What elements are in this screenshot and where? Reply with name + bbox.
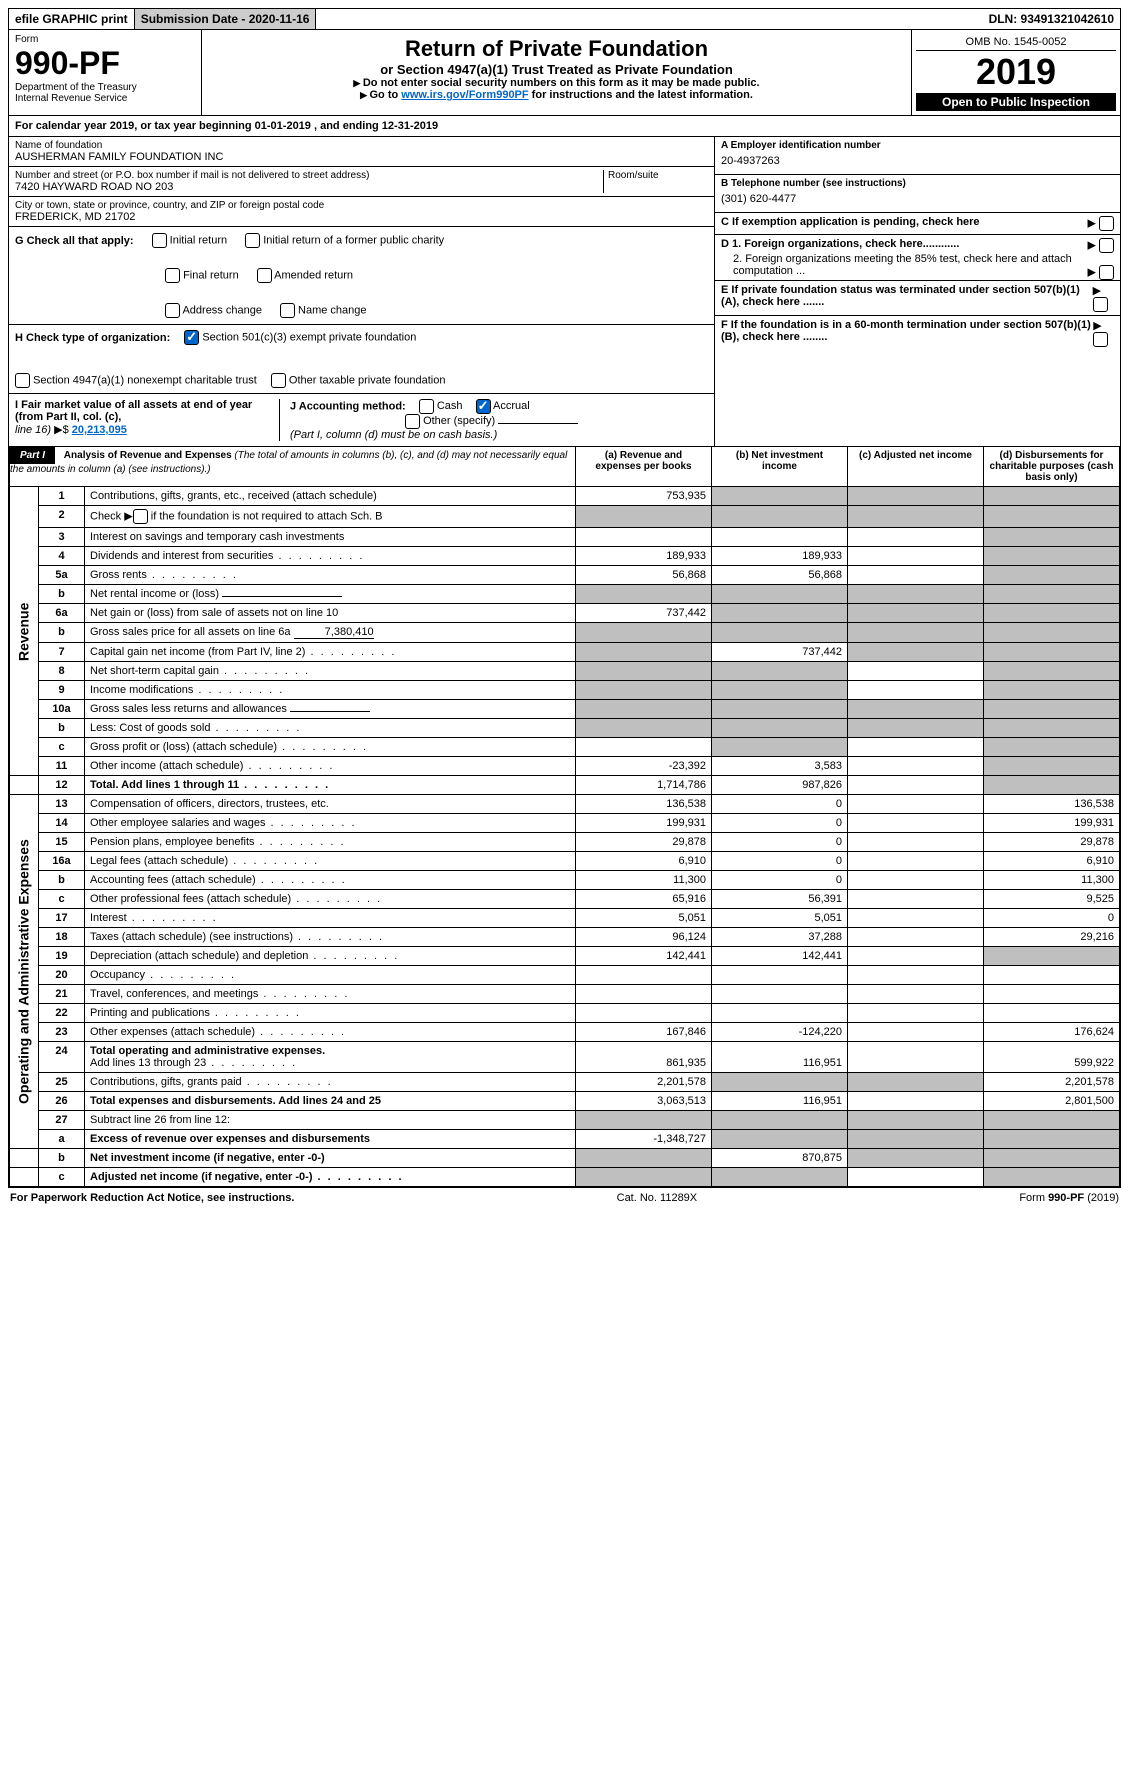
- col-a: (a) Revenue and expenses per books: [576, 447, 712, 487]
- part1-label: Part I: [10, 447, 55, 464]
- chk-initial[interactable]: [152, 233, 167, 248]
- d1-label: D 1. Foreign organizations, check here..…: [721, 238, 959, 250]
- col-c: (c) Adjusted net income: [848, 447, 984, 487]
- j-label: J Accounting method:: [290, 400, 406, 412]
- top-bar: efile GRAPHIC print Submission Date - 20…: [9, 9, 1120, 30]
- efile-label[interactable]: efile GRAPHIC print: [9, 9, 135, 29]
- d2-label: 2. Foreign organizations meeting the 85%…: [733, 253, 1072, 277]
- h-checkboxes: H Check type of organization: Section 50…: [9, 324, 714, 393]
- chk-other-tax[interactable]: [271, 373, 286, 388]
- chk-amended[interactable]: [257, 268, 272, 283]
- note-ssn: Do not enter social security numbers on …: [208, 77, 905, 89]
- city-state-zip: FREDERICK, MD 21702: [15, 211, 708, 223]
- chk-cash[interactable]: [419, 399, 434, 414]
- tax-year: 2019: [916, 51, 1116, 93]
- chk-d1[interactable]: [1099, 238, 1114, 253]
- addr-label: Number and street (or P.O. box number if…: [15, 170, 603, 181]
- chk-schb[interactable]: [133, 509, 148, 524]
- chk-501c3[interactable]: [184, 330, 199, 345]
- form-number: 990-PF: [15, 45, 195, 82]
- ein-value: 20-4937263: [721, 151, 1114, 171]
- irs: Internal Revenue Service: [15, 93, 195, 104]
- paperwork-notice: For Paperwork Reduction Act Notice, see …: [10, 1192, 294, 1204]
- room-label: Room/suite: [608, 170, 708, 181]
- chk-other-acct[interactable]: [405, 414, 420, 429]
- cat-no: Cat. No. 11289X: [617, 1192, 698, 1204]
- form-title: Return of Private Foundation: [208, 36, 905, 62]
- col-b: (b) Net investment income: [712, 447, 848, 487]
- c-label: C If exemption application is pending, c…: [721, 216, 980, 228]
- col-d: (d) Disbursements for charitable purpose…: [984, 447, 1120, 487]
- i-j-row: I Fair market value of all assets at end…: [9, 393, 714, 446]
- part1-title: Analysis of Revenue and Expenses: [64, 450, 232, 461]
- chk-final[interactable]: [165, 268, 180, 283]
- phone-label: B Telephone number (see instructions): [721, 178, 1114, 189]
- chk-f[interactable]: [1093, 332, 1108, 347]
- note-goto: Go to www.irs.gov/Form990PF for instruct…: [208, 89, 905, 101]
- page-footer: For Paperwork Reduction Act Notice, see …: [8, 1188, 1121, 1208]
- expenses-label: Operating and Administrative Expenses: [10, 795, 39, 1149]
- info-block: Name of foundation AUSHERMAN FAMILY FOUN…: [9, 136, 1120, 446]
- chk-accrual[interactable]: [476, 399, 491, 414]
- dept: Department of the Treasury: [15, 82, 195, 93]
- chk-d2[interactable]: [1099, 265, 1114, 280]
- cash-basis-note: (Part I, column (d) must be on cash basi…: [290, 429, 497, 441]
- foundation-name: AUSHERMAN FAMILY FOUNDATION INC: [15, 151, 708, 163]
- header: Form 990-PF Department of the Treasury I…: [9, 30, 1120, 115]
- ein-label: A Employer identification number: [721, 140, 1114, 151]
- street-address: 7420 HAYWARD ROAD NO 203: [15, 181, 603, 193]
- form-ref: Form 990-PF (2019): [1019, 1192, 1119, 1204]
- analysis-table: Part I Analysis of Revenue and Expenses …: [9, 446, 1120, 1187]
- g-checkboxes: G Check all that apply: Initial return I…: [9, 226, 714, 324]
- chk-4947[interactable]: [15, 373, 30, 388]
- chk-name[interactable]: [280, 303, 295, 318]
- e-label: E If private foundation status was termi…: [721, 284, 1093, 308]
- calendar-year: For calendar year 2019, or tax year begi…: [9, 115, 1120, 136]
- chk-address[interactable]: [165, 303, 180, 318]
- revenue-label: Revenue: [10, 487, 39, 776]
- i-label: I Fair market value of all assets at end…: [15, 399, 252, 423]
- city-label: City or town, state or province, country…: [15, 200, 708, 211]
- chk-c[interactable]: [1099, 216, 1114, 231]
- g-label: G Check all that apply:: [15, 235, 134, 247]
- form-subtitle: or Section 4947(a)(1) Trust Treated as P…: [208, 62, 905, 77]
- dln: DLN: 93491321042610: [983, 9, 1120, 29]
- fmv-value[interactable]: 20,213,095: [72, 424, 127, 436]
- phone-value: (301) 620-4477: [721, 189, 1114, 209]
- form-word: Form: [15, 34, 195, 45]
- chk-e[interactable]: [1093, 297, 1108, 312]
- form-link[interactable]: www.irs.gov/Form990PF: [401, 89, 528, 101]
- name-label: Name of foundation: [15, 140, 708, 151]
- h-label: H Check type of organization:: [15, 332, 170, 344]
- omb: OMB No. 1545-0052: [916, 34, 1116, 51]
- open-inspection: Open to Public Inspection: [916, 93, 1116, 111]
- chk-initial-former[interactable]: [245, 233, 260, 248]
- f-label: F If the foundation is in a 60-month ter…: [721, 319, 1093, 343]
- form-container: efile GRAPHIC print Submission Date - 20…: [8, 8, 1121, 1188]
- submission-date: Submission Date - 2020-11-16: [135, 9, 317, 29]
